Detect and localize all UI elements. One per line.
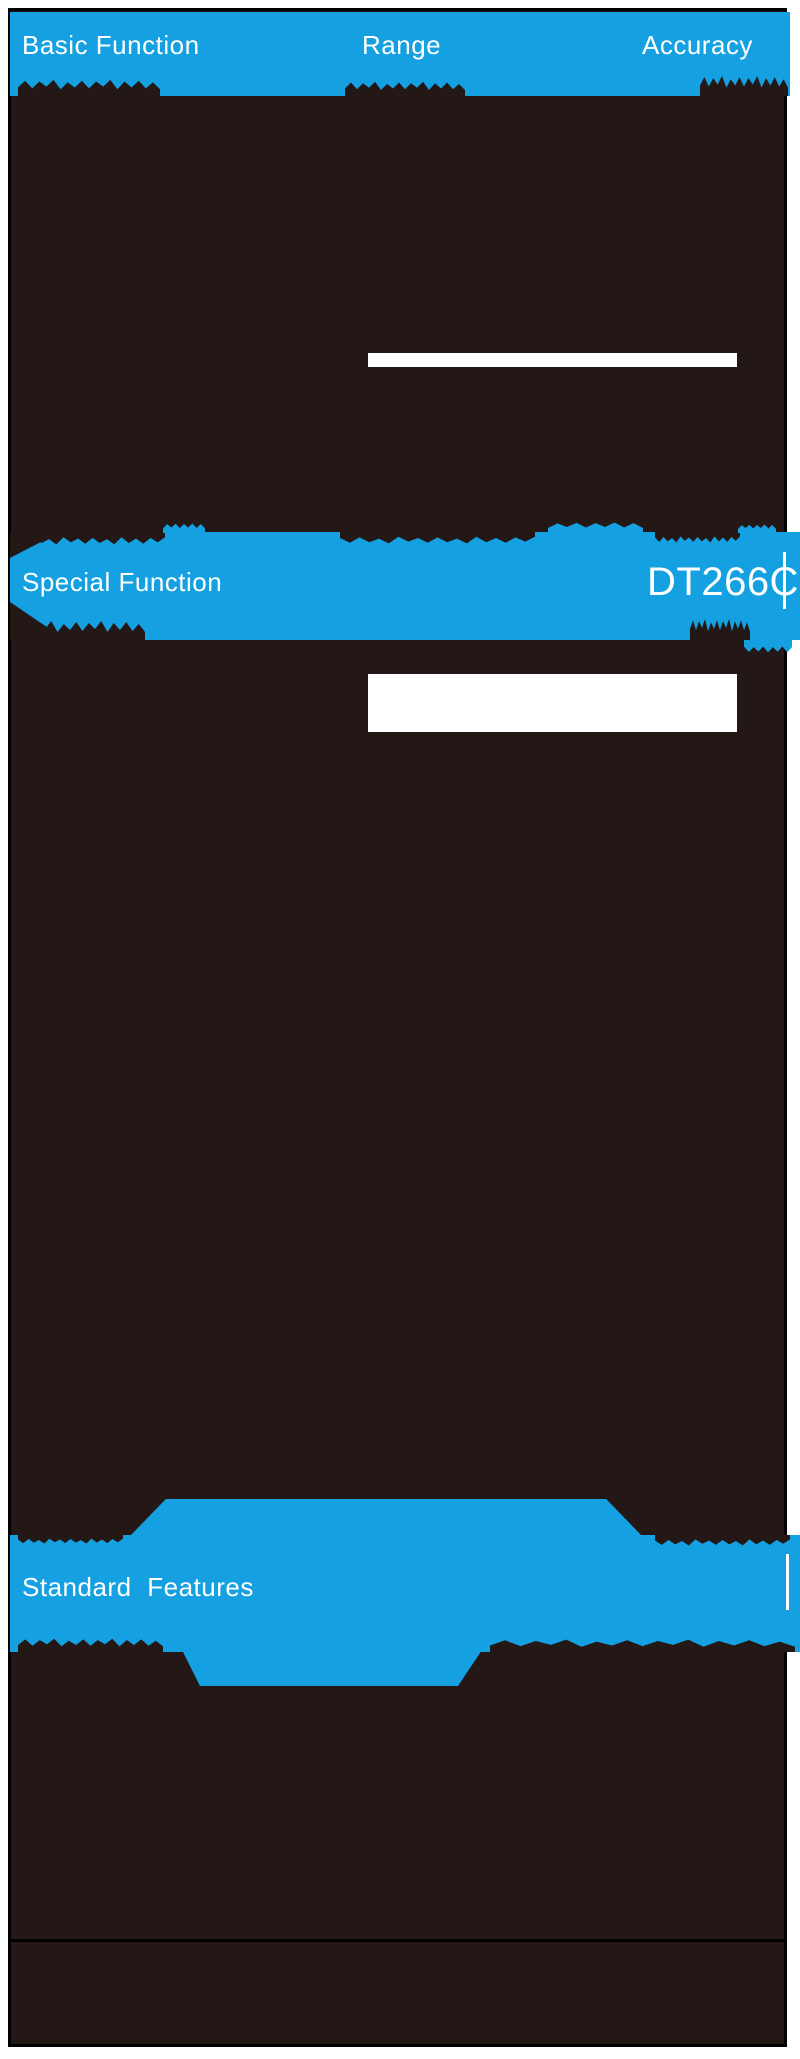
band-edge-bump — [548, 522, 643, 533]
band-top-bulge — [130, 1499, 642, 1536]
model-number-label: DT266C — [647, 560, 799, 604]
accuracy-header: Accuracy — [642, 30, 753, 60]
text-silhouette — [20, 532, 165, 545]
text-silhouette — [340, 532, 535, 544]
right-margin-keyline — [783, 552, 786, 609]
highlight-cell — [368, 353, 737, 367]
text-silhouette — [655, 532, 740, 543]
standard-features-header: Standard Features — [22, 1572, 254, 1602]
header-band-special-function: Special Function DT266C — [10, 532, 800, 640]
highlight-cell — [368, 674, 737, 732]
special-function-header: Special Function — [22, 567, 223, 597]
header-band-standard-features: Standard Features — [10, 1535, 800, 1652]
band-bottom-bulge — [182, 1650, 482, 1686]
band-edge-bump — [163, 523, 205, 533]
right-margin-keyline — [786, 1554, 789, 1610]
spec-sheet-background — [8, 8, 787, 2047]
text-silhouette — [490, 1639, 795, 1652]
text-silhouette — [655, 1535, 790, 1546]
basic-function-header: Basic Function — [22, 30, 200, 60]
text-silhouette — [18, 1535, 123, 1544]
text-silhouette — [18, 1638, 163, 1652]
bottom-border-line — [8, 1939, 787, 1942]
header-band-basic-function: Basic Function Range Accuracy — [10, 12, 790, 96]
text-silhouette — [690, 619, 750, 640]
range-header: Range — [362, 30, 442, 60]
band-edge-bump — [738, 524, 776, 533]
text-silhouette — [20, 621, 145, 640]
